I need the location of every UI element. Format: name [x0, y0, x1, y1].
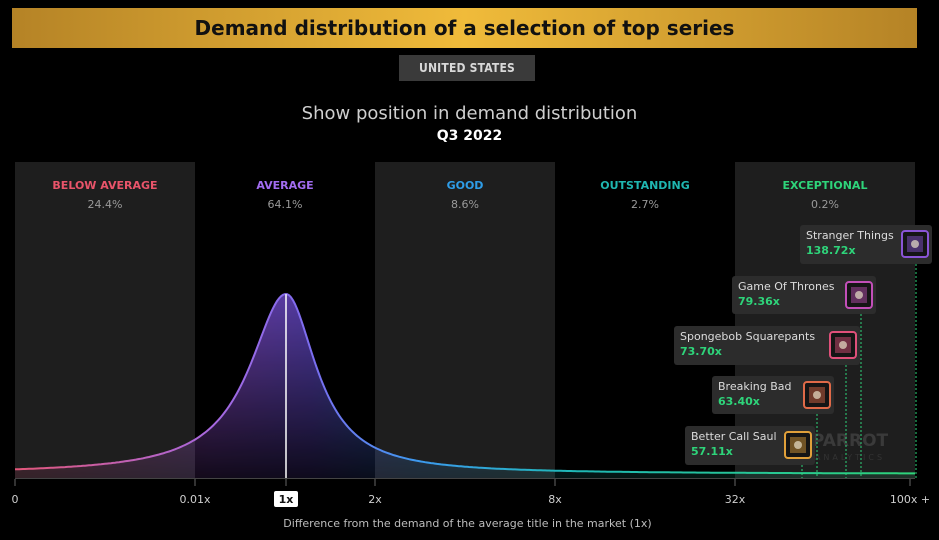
- show-marker-breaking-bad: Breaking Bad 63.40x: [712, 376, 834, 478]
- better-call-saul-thumbnail-art-detail: [794, 441, 802, 449]
- show-value: 63.40x: [718, 395, 760, 408]
- band-exceptional-bg: [735, 162, 915, 478]
- x-tick-label: 0: [12, 493, 19, 506]
- show-name: Stranger Things: [806, 229, 894, 242]
- show-value: 138.72x: [806, 244, 856, 257]
- show-name: Better Call Saul: [691, 430, 777, 443]
- band-share-exceptional: 0.2%: [811, 198, 839, 211]
- band-label-below-average: BELOW AVERAGE: [52, 179, 157, 192]
- stranger-things-thumbnail-art-detail: [911, 240, 919, 248]
- x-tick-label: 2x: [368, 493, 382, 506]
- band-below-average-bg: [15, 162, 195, 478]
- band-share-outstanding: 2.7%: [631, 198, 659, 211]
- show-value: 57.11x: [691, 445, 733, 458]
- x-tick-label: 8x: [548, 493, 562, 506]
- x-tick-highlight: [274, 491, 298, 507]
- show-marker-better-call-saul: Better Call Saul 57.11x: [685, 426, 815, 478]
- title-banner: Demand distribution of a selection of to…: [12, 8, 917, 48]
- band-share-good: 8.6%: [451, 198, 479, 211]
- show-marker-game-of-thrones: Game Of Thrones 79.36x: [732, 276, 876, 478]
- watermark-logo: PARROT: [812, 431, 889, 451]
- band-good-bg: [375, 162, 555, 478]
- show-card: [732, 276, 876, 314]
- band-label-exceptional: EXCEPTIONAL: [783, 179, 868, 192]
- band-label-average: AVERAGE: [256, 179, 313, 192]
- x-axis-title: Difference from the demand of the averag…: [283, 517, 652, 530]
- show-name: Breaking Bad: [718, 380, 791, 393]
- spongebob-thumbnail-art-detail: [839, 341, 847, 349]
- distribution-curve: [15, 293, 915, 475]
- show-name: Spongebob Squarepants: [680, 330, 815, 343]
- period-label: Q3 2022: [436, 128, 503, 144]
- band-share-below-average: 24.4%: [88, 198, 123, 211]
- show-marker-stranger-things: Stranger Things 138.72x: [800, 225, 932, 478]
- band-share-average: 64.1%: [268, 198, 303, 211]
- show-card: [674, 326, 860, 365]
- chart-subtitle: Show position in demand distribution: [301, 103, 638, 124]
- x-tick-label: 1x: [279, 493, 294, 506]
- x-tick-label: 100x +: [890, 493, 930, 506]
- region-badge: UNITED STATES: [399, 55, 535, 81]
- show-value: 73.70x: [680, 345, 722, 358]
- show-card: [685, 426, 815, 465]
- show-name: Game Of Thrones: [738, 280, 835, 293]
- x-tick-label: 0.01x: [179, 493, 210, 506]
- show-marker-spongebob-squarepants: Spongebob Squarepants 73.70x: [674, 326, 860, 478]
- show-value: 79.36x: [738, 295, 780, 308]
- watermark-sub: ANALYTICS: [815, 453, 885, 462]
- breaking-bad-thumbnail-art-detail: [813, 391, 821, 399]
- show-card: [800, 225, 932, 264]
- band-label-outstanding: OUTSTANDING: [600, 179, 690, 192]
- band-label-good: GOOD: [447, 179, 484, 192]
- x-tick-label: 32x: [725, 493, 746, 506]
- distribution-area: [15, 294, 915, 478]
- chart-title: Demand distribution of a selection of to…: [194, 16, 735, 40]
- game-of-thrones-thumbnail-art-detail: [855, 291, 863, 299]
